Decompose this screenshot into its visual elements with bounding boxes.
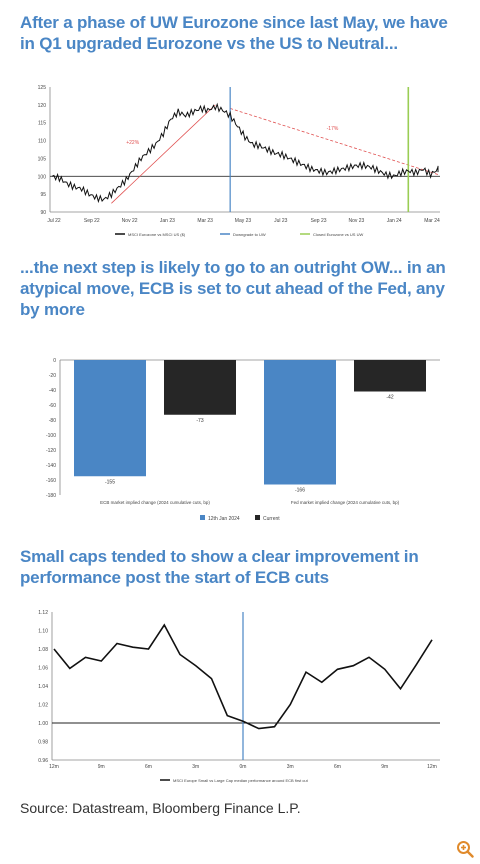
chart-2-y-tick: -20 — [49, 373, 56, 379]
chart-1-x-tick: Jan 24 — [387, 218, 402, 224]
zoom-in-icon[interactable] — [456, 840, 474, 858]
chart-1-y-tick: 110 — [38, 139, 46, 145]
heading-small-caps: Small caps tended to show a clear improv… — [20, 547, 419, 587]
chart-2-legend-swatch — [255, 515, 260, 520]
chart-2-data-label: -73 — [196, 418, 203, 424]
chart-3-y-tick: 1.00 — [38, 721, 48, 727]
chart-1-y-tick: 120 — [38, 103, 47, 109]
chart-2-legend-swatch — [200, 515, 205, 520]
heading-eurozone-upgrade: After a phase of UW Eurozone since last … — [20, 13, 448, 53]
chart-3-y-tick: 1.12 — [38, 610, 48, 616]
chart-3-x-tick: 9m — [381, 764, 388, 770]
chart-3-x-tick: 12m — [49, 764, 59, 770]
chart-3-x-tick: 6m — [145, 764, 152, 770]
chart-1-legend-label: MSCI Eurozone vs MSCI US ($) — [128, 232, 186, 237]
chart-2-data-label: -155 — [105, 479, 115, 485]
chart-2-y-tick: -60 — [49, 403, 56, 409]
chart-1-x-tick: Sep 22 — [84, 218, 100, 224]
chart-3-y-tick: 0.96 — [38, 758, 48, 764]
chart-3-y-tick: 0.98 — [38, 740, 48, 746]
chart-2-y-tick: -100 — [46, 433, 56, 439]
chart-1-annotation-down: -17% — [327, 126, 339, 132]
chart-3-x-tick: 3m — [287, 764, 294, 770]
chart-2-legend-label: 12th Jan 2024 — [208, 516, 240, 522]
chart-1-x-tick: May 23 — [235, 218, 252, 224]
chart-1-legend-label: Closed Eurozone vs US UW — [313, 232, 363, 237]
chart-2-bar — [354, 360, 426, 392]
chart-implied-rate-cuts: 0 -20 -40 -60 -80 -100 -120 -140 -160 -180 -155 -73… — [20, 348, 460, 528]
chart-1-x-tick: Sep 23 — [311, 218, 327, 224]
chart-3-x-tick: 9m — [98, 764, 105, 770]
chart-1-svg: 90 95 100 105 110 115 120 125 Jul 22 Sep 22 Nov 22… — [38, 85, 440, 237]
chart-1-y-tick: 95 — [40, 192, 46, 198]
chart-1-uptrend-arrow — [111, 104, 216, 204]
chart-1-y-tick: 115 — [38, 121, 46, 127]
chart-1-downtrend-arrow — [230, 108, 439, 175]
chart-1-x-tick: Mar 23 — [197, 218, 213, 224]
chart-1-y-tick: 90 — [40, 210, 46, 216]
chart-2-y-tick: -80 — [49, 418, 56, 424]
chart-1-legend-label: Downgrade to UW — [233, 232, 266, 237]
chart-3-y-tick: 1.10 — [38, 629, 48, 635]
chart-3-series-line — [53, 623, 433, 730]
chart-2-data-label: -42 — [386, 395, 393, 401]
chart-2-bar — [264, 360, 336, 485]
chart-2-y-tick: -140 — [46, 463, 56, 469]
chart-1-y-tick: 100 — [38, 174, 47, 180]
chart-3-y-tick: 1.04 — [38, 684, 48, 690]
chart-1-series-line — [51, 102, 439, 204]
heading-ecb-cut-ahead: ...the next step is likely to go to an o… — [20, 258, 446, 319]
chart-1-x-tick: Jul 22 — [47, 218, 61, 224]
chart-3-x-tick: 3m — [192, 764, 199, 770]
chart-3-x-tick: 0m — [240, 764, 247, 770]
chart-2-bar — [74, 360, 146, 477]
chart-2-y-tick: -40 — [49, 388, 56, 394]
chart-3-svg: 0.96 0.98 1.00 1.02 1.04 1.06 1.08 1.10 1.12 12m 9… — [38, 610, 440, 783]
chart-1-x-tick: Nov 22 — [122, 218, 138, 224]
chart-1-x-tick: Jul 23 — [274, 218, 288, 224]
chart-2-data-label: -166 — [295, 488, 305, 494]
chart-3-y-tick: 1.02 — [38, 703, 48, 709]
source-note: Source: Datastream, Bloomberg Finance L.… — [20, 800, 301, 816]
chart-2-category-label: ECB market implied change (2024 cumulati… — [100, 500, 210, 505]
chart-3-legend-label: MSCI Europe Small vs Large Cap median pe… — [173, 778, 309, 783]
chart-2-y-tick: -160 — [46, 478, 56, 484]
chart-1-y-tick: 105 — [38, 156, 47, 162]
chart-2-y-tick: -180 — [46, 493, 56, 499]
chart-3-y-tick: 1.06 — [38, 666, 48, 672]
chart-1-x-tick: Mar 24 — [424, 218, 440, 224]
chart-eurozone-vs-us: 90 95 100 105 110 115 120 125 Jul 22 Sep 22 Nov 22… — [20, 72, 460, 242]
chart-2-category-label: Fed market implied change (2024 cumulati… — [291, 500, 400, 505]
chart-small-vs-large-caps: 0.96 0.98 1.00 1.02 1.04 1.06 1.08 1.10 1.12 12m 9… — [20, 600, 460, 790]
chart-2-y-tick: -120 — [46, 448, 56, 454]
chart-3-y-tick: 1.08 — [38, 647, 48, 653]
chart-3-x-tick: 12m — [427, 764, 437, 770]
chart-3-x-tick: 6m — [334, 764, 341, 770]
chart-1-y-tick: 125 — [38, 85, 47, 91]
chart-2-legend-label: Current — [263, 516, 280, 522]
chart-1-annotation-up: +22% — [126, 140, 139, 146]
chart-1-x-tick: Jan 23 — [160, 218, 175, 224]
chart-2-svg: 0 -20 -40 -60 -80 -100 -120 -140 -160 -180 -155 -73… — [46, 358, 440, 522]
chart-2-y-tick: 0 — [53, 358, 56, 364]
chart-1-x-tick: Nov 23 — [348, 218, 364, 224]
chart-2-bar — [164, 360, 236, 415]
